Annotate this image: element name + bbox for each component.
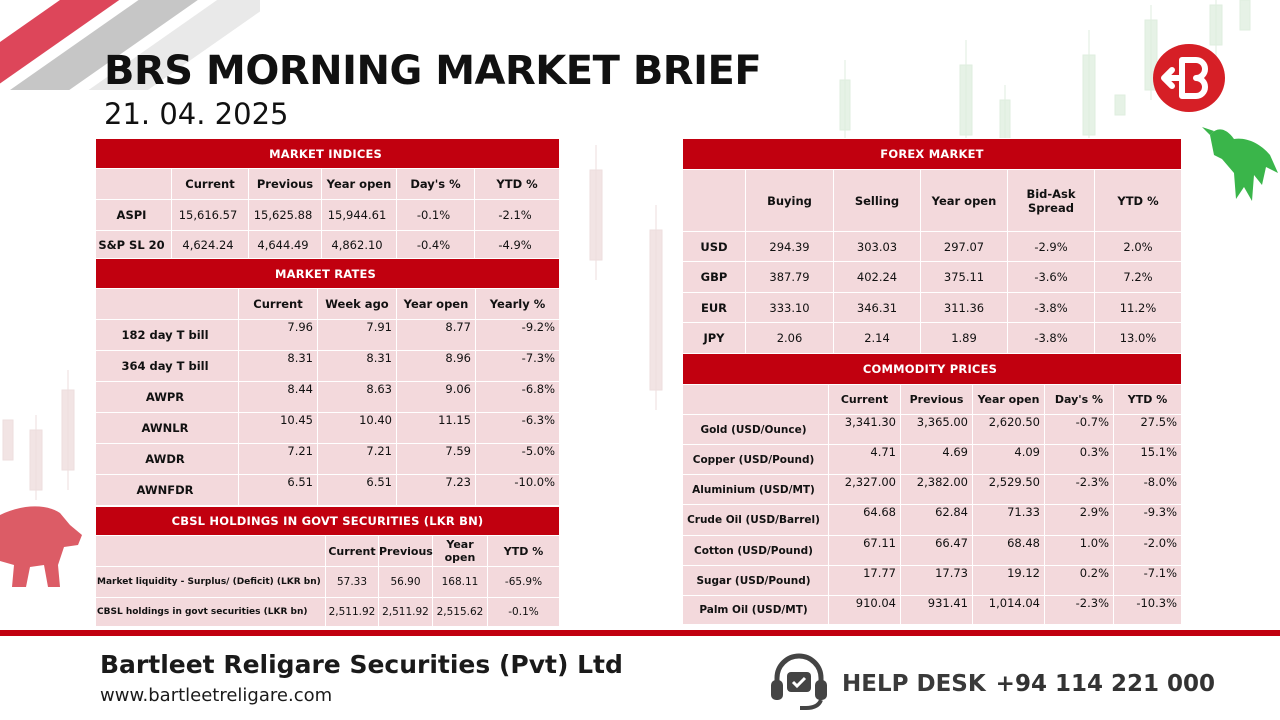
column-header: YTD % <box>487 535 560 567</box>
column-header: Previous <box>900 384 973 415</box>
page-title: BRS MORNING MARKET BRIEF <box>104 48 762 94</box>
table-row: Copper (USD/Pound) 4.71 4.69 4.09 0.3% 1… <box>682 444 1183 475</box>
table-row: EUR 333.10 346.31 311.36 -3.8% 11.2% <box>682 292 1182 323</box>
table-row: AWDR 7.21 7.21 7.59 -5.0% <box>95 443 561 475</box>
table-row: AWNFDR 6.51 6.51 7.23 -10.0% <box>95 474 561 506</box>
column-header: Bid-Ask Spread <box>1007 169 1095 232</box>
bear-icon <box>0 506 82 587</box>
column-header: Year open <box>321 168 397 200</box>
table-row: Market liquidity - Surplus/ (Deficit) (L… <box>95 566 560 598</box>
table-row: Sugar (USD/Pound) 17.77 17.73 19.12 0.2%… <box>682 565 1183 596</box>
table-row: Gold (USD/Ounce) 3,341.30 3,365.00 2,620… <box>682 414 1183 445</box>
cbsl-holdings-table: CBSL HOLDINGS IN GOVT SECURITIES (LKR BN… <box>95 506 560 627</box>
column-header: Year open <box>920 169 1008 232</box>
report-date: 21. 04. 2025 <box>104 97 289 131</box>
column-header: Selling <box>833 169 921 232</box>
table-row: 364 day T bill 8.31 8.31 8.96 -7.3% <box>95 350 561 382</box>
footer-divider <box>0 630 1280 636</box>
column-header: Week ago <box>317 288 397 320</box>
column-header: Yearly % <box>474 288 561 320</box>
website-link[interactable]: www.bartleetreligare.com <box>100 685 333 706</box>
forex-header: FOREX MARKET <box>682 138 1182 170</box>
market-rates-header: MARKET RATES <box>94 258 561 289</box>
table-row: Cotton (USD/Pound) 67.11 66.47 68.48 1.0… <box>682 535 1183 566</box>
forex-market-table: FOREX MARKET Buying Selling Year open Bi… <box>682 138 1182 354</box>
column-header: Year open <box>972 384 1045 415</box>
market-rates-table: MARKET RATES Current Week ago Year open … <box>94 258 561 506</box>
column-header: YTD % <box>1094 169 1182 232</box>
table-row: AWPR 8.44 8.63 9.06 -6.8% <box>95 381 561 413</box>
column-header: Day's % <box>1044 384 1114 415</box>
cbsl-header: CBSL HOLDINGS IN GOVT SECURITIES (LKR BN… <box>95 506 560 536</box>
table-row: CBSL holdings in govt securities (LKR bn… <box>95 597 560 627</box>
market-indices-table: MARKET INDICES Current Previous Year ope… <box>94 138 561 259</box>
column-header: Current <box>171 168 249 200</box>
table-row: ASPI 15,616.57 15,625.88 15,944.61 -0.1%… <box>95 199 561 231</box>
table-row: USD 294.39 303.03 297.07 -2.9% 2.0% <box>682 231 1182 262</box>
column-header: Current <box>238 288 318 320</box>
help-desk-phone[interactable]: +94 114 221 000 <box>995 671 1216 697</box>
commodity-prices-table: COMMODITY PRICES Current Previous Year o… <box>681 353 1183 625</box>
column-header: Current <box>325 535 379 567</box>
table-row: Crude Oil (USD/Barrel) 64.68 62.84 71.33… <box>682 504 1183 536</box>
table-row: JPY 2.06 2.14 1.89 -3.8% 13.0% <box>682 322 1182 354</box>
column-header: Day's % <box>396 168 475 200</box>
table-row: Aluminium (USD/MT) 2,327.00 2,382.00 2,5… <box>682 474 1183 505</box>
column-header: Year open <box>432 535 488 567</box>
column-header: Buying <box>745 169 834 232</box>
table-row: 182 day T bill 7.96 7.91 8.77 -9.2% <box>95 319 561 351</box>
commodity-header: COMMODITY PRICES <box>681 353 1183 385</box>
column-header: YTD % <box>473 168 561 200</box>
market-indices-header: MARKET INDICES <box>94 138 561 169</box>
help-desk-label: HELP DESK <box>842 671 986 697</box>
bull-icon <box>1202 127 1278 201</box>
column-header: Previous <box>378 535 433 567</box>
footer <box>0 636 1280 720</box>
column-header: YTD % <box>1112 384 1183 415</box>
table-row: GBP 387.79 402.24 375.11 -3.6% 7.2% <box>682 261 1182 293</box>
brs-logo-icon <box>1153 44 1225 112</box>
table-row: S&P SL 20 4,624.24 4,644.49 4,862.10 -0.… <box>95 230 561 259</box>
column-header: Current <box>828 384 901 415</box>
column-header: Previous <box>248 168 322 200</box>
help-desk: HELP DESK +94 114 221 000 <box>842 671 1215 697</box>
table-row: Palm Oil (USD/MT) 910.04 931.41 1,014.04… <box>682 595 1183 625</box>
company-name: Bartleet Religare Securities (Pvt) Ltd <box>100 650 623 679</box>
headset-icon <box>771 653 827 710</box>
column-header: Year open <box>396 288 476 320</box>
table-row: AWNLR 10.45 10.40 11.15 -6.3% <box>95 412 561 444</box>
